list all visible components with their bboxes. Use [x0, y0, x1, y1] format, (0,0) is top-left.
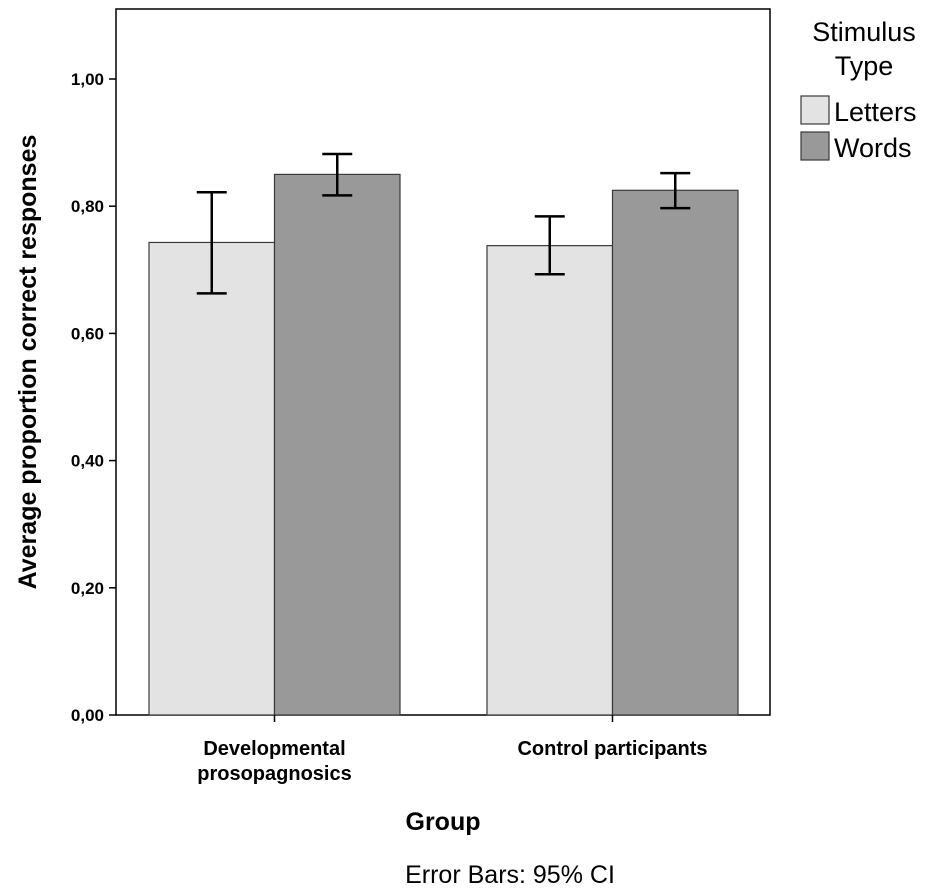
y-axis-title: Average proportion correct responses — [14, 135, 42, 590]
y-axis: 0,00 0,20 0,40 0,60 0,80 1,00 — [71, 70, 116, 725]
x-category-label: Control participants — [517, 738, 707, 760]
bar-words — [611, 189, 739, 716]
y-tick-label: 1,00 — [71, 70, 104, 89]
bar-letters — [486, 245, 614, 716]
y-tick-label: 0,60 — [71, 324, 104, 343]
legend-swatch-words — [800, 131, 830, 161]
y-tick-label: 0,80 — [71, 197, 104, 216]
y-tick-label: 0,00 — [71, 706, 104, 725]
x-category-label: prosopagnosics — [197, 763, 351, 785]
legend-swatch-letters — [800, 95, 830, 125]
error-bars-layer — [196, 152, 691, 295]
error-bars-footnote: Error Bars: 95% CI — [405, 861, 615, 889]
bars-layer — [148, 173, 739, 716]
bar-letters — [148, 241, 276, 716]
y-tick-label: 0,20 — [71, 579, 104, 598]
legend: Stimulus Type Letters Words — [800, 17, 917, 163]
x-axis-title: Group — [406, 808, 481, 836]
bar-words — [273, 173, 401, 716]
legend-title-line-1: Stimulus — [812, 17, 916, 47]
x-axis: Developmental prosopagnosics Control parti… — [197, 715, 708, 785]
y-tick-label: 0,40 — [71, 452, 104, 471]
legend-label-letters: Letters — [834, 97, 917, 127]
legend-label-words: Words — [834, 133, 912, 163]
legend-title-line-2: Type — [835, 51, 894, 81]
x-category-label: Developmental — [203, 738, 345, 760]
